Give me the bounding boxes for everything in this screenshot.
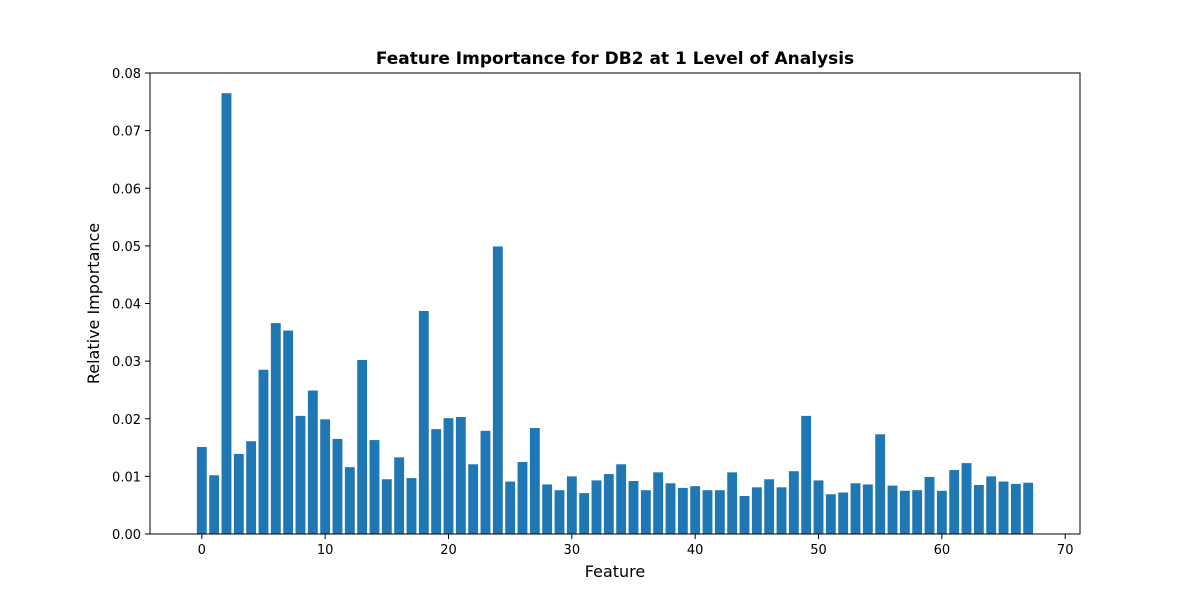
bar-feature-35 xyxy=(628,480,639,534)
bar-feature-15 xyxy=(381,479,392,534)
bar-feature-17 xyxy=(406,478,417,534)
bar-feature-55 xyxy=(875,434,886,534)
bar-feature-40 xyxy=(690,486,701,534)
bar-feature-0 xyxy=(196,446,207,534)
bar-feature-10 xyxy=(320,419,331,534)
bar-feature-62 xyxy=(961,463,972,534)
bar-feature-5 xyxy=(258,369,269,534)
bar-feature-47 xyxy=(776,487,787,534)
bar-feature-34 xyxy=(616,464,627,534)
bar-feature-4 xyxy=(246,441,257,534)
bar-feature-65 xyxy=(998,481,1009,534)
bar-feature-11 xyxy=(332,438,343,534)
x-tick-label: 40 xyxy=(687,543,704,558)
bar-feature-12 xyxy=(344,467,355,534)
bar-feature-9 xyxy=(307,390,318,534)
y-axis-label: Relative Importance xyxy=(84,223,103,384)
bar-feature-56 xyxy=(887,485,898,534)
bar-feature-33 xyxy=(603,474,614,534)
y-tick-label: 0.02 xyxy=(112,413,141,428)
bar-feature-7 xyxy=(283,330,294,534)
bar-feature-39 xyxy=(677,487,688,534)
bar-feature-42 xyxy=(714,490,725,534)
bar-feature-16 xyxy=(394,457,405,534)
bar-feature-49 xyxy=(801,415,812,534)
bar-feature-23 xyxy=(480,430,491,534)
bar-feature-28 xyxy=(542,484,553,534)
bar-feature-64 xyxy=(986,476,997,535)
x-tick-label: 0 xyxy=(198,543,206,558)
bar-feature-8 xyxy=(295,415,306,534)
bar-feature-14 xyxy=(369,440,380,534)
bar-feature-36 xyxy=(640,490,651,534)
bar-feature-29 xyxy=(554,490,565,534)
bar-feature-54 xyxy=(862,484,873,534)
bar-feature-27 xyxy=(529,427,540,534)
bar-feature-66 xyxy=(1010,483,1021,534)
y-axis-ticks: 0.00 0.01 0.02 0.03 0.04 0.05 0.06 0.07 0.08 xyxy=(112,67,150,543)
y-tick-label: 0.06 xyxy=(112,182,141,197)
bar-feature-59 xyxy=(924,476,935,534)
bar-feature-30 xyxy=(566,476,577,535)
bar-feature-6 xyxy=(270,323,281,534)
x-tick-label: 60 xyxy=(934,543,951,558)
bar-feature-38 xyxy=(665,483,676,534)
bar-feature-46 xyxy=(764,479,775,534)
bar-feature-51 xyxy=(825,494,836,534)
x-tick-label: 10 xyxy=(317,543,334,558)
plot-frame xyxy=(149,72,1081,535)
bar-feature-25 xyxy=(505,481,516,534)
bar-feature-1 xyxy=(209,475,220,534)
bar-feature-19 xyxy=(431,429,442,534)
bar-feature-50 xyxy=(813,480,824,534)
bar-feature-32 xyxy=(591,480,602,534)
bar-feature-48 xyxy=(788,471,799,534)
y-tick-label: 0.01 xyxy=(112,470,141,485)
bar-feature-13 xyxy=(357,359,368,534)
x-tick-label: 50 xyxy=(810,543,827,558)
bar-feature-31 xyxy=(579,493,590,534)
bar-feature-44 xyxy=(739,495,750,534)
bar-feature-63 xyxy=(973,485,984,534)
y-tick-label: 0.08 xyxy=(112,67,141,82)
bar-feature-2 xyxy=(221,93,232,535)
x-tick-label: 30 xyxy=(564,543,581,558)
bar-feature-20 xyxy=(443,418,454,534)
y-tick-label: 0.05 xyxy=(112,240,141,255)
y-tick-label: 0.04 xyxy=(112,298,141,313)
x-axis-label: Feature xyxy=(585,562,645,581)
bar-feature-18 xyxy=(418,310,429,534)
bar-feature-41 xyxy=(702,490,713,534)
bar-feature-45 xyxy=(751,487,762,534)
x-tick-label: 20 xyxy=(440,543,457,558)
bars-group xyxy=(196,93,1034,535)
y-tick-label: 0.03 xyxy=(112,355,141,370)
chart-title: Feature Importance for DB2 at 1 Level of… xyxy=(376,49,854,69)
bar-feature-24 xyxy=(492,246,503,534)
bar-feature-52 xyxy=(838,492,849,534)
x-axis-ticks: 0 10 20 30 40 50 60 70 xyxy=(198,534,1074,558)
bar-feature-3 xyxy=(233,453,244,534)
bar-feature-21 xyxy=(455,417,466,534)
bar-feature-43 xyxy=(727,472,738,534)
bar-feature-26 xyxy=(517,461,528,534)
y-tick-label: 0.00 xyxy=(112,528,141,543)
bar-feature-58 xyxy=(912,490,923,534)
x-tick-label: 70 xyxy=(1057,543,1074,558)
bar-feature-60 xyxy=(936,490,947,534)
bar-feature-57 xyxy=(899,490,910,534)
bar-feature-53 xyxy=(850,483,861,534)
y-tick-label: 0.07 xyxy=(112,125,141,140)
bar-feature-22 xyxy=(468,464,479,534)
bar-feature-37 xyxy=(653,472,664,534)
bar-feature-67 xyxy=(1023,482,1034,534)
bar-feature-61 xyxy=(949,470,960,534)
